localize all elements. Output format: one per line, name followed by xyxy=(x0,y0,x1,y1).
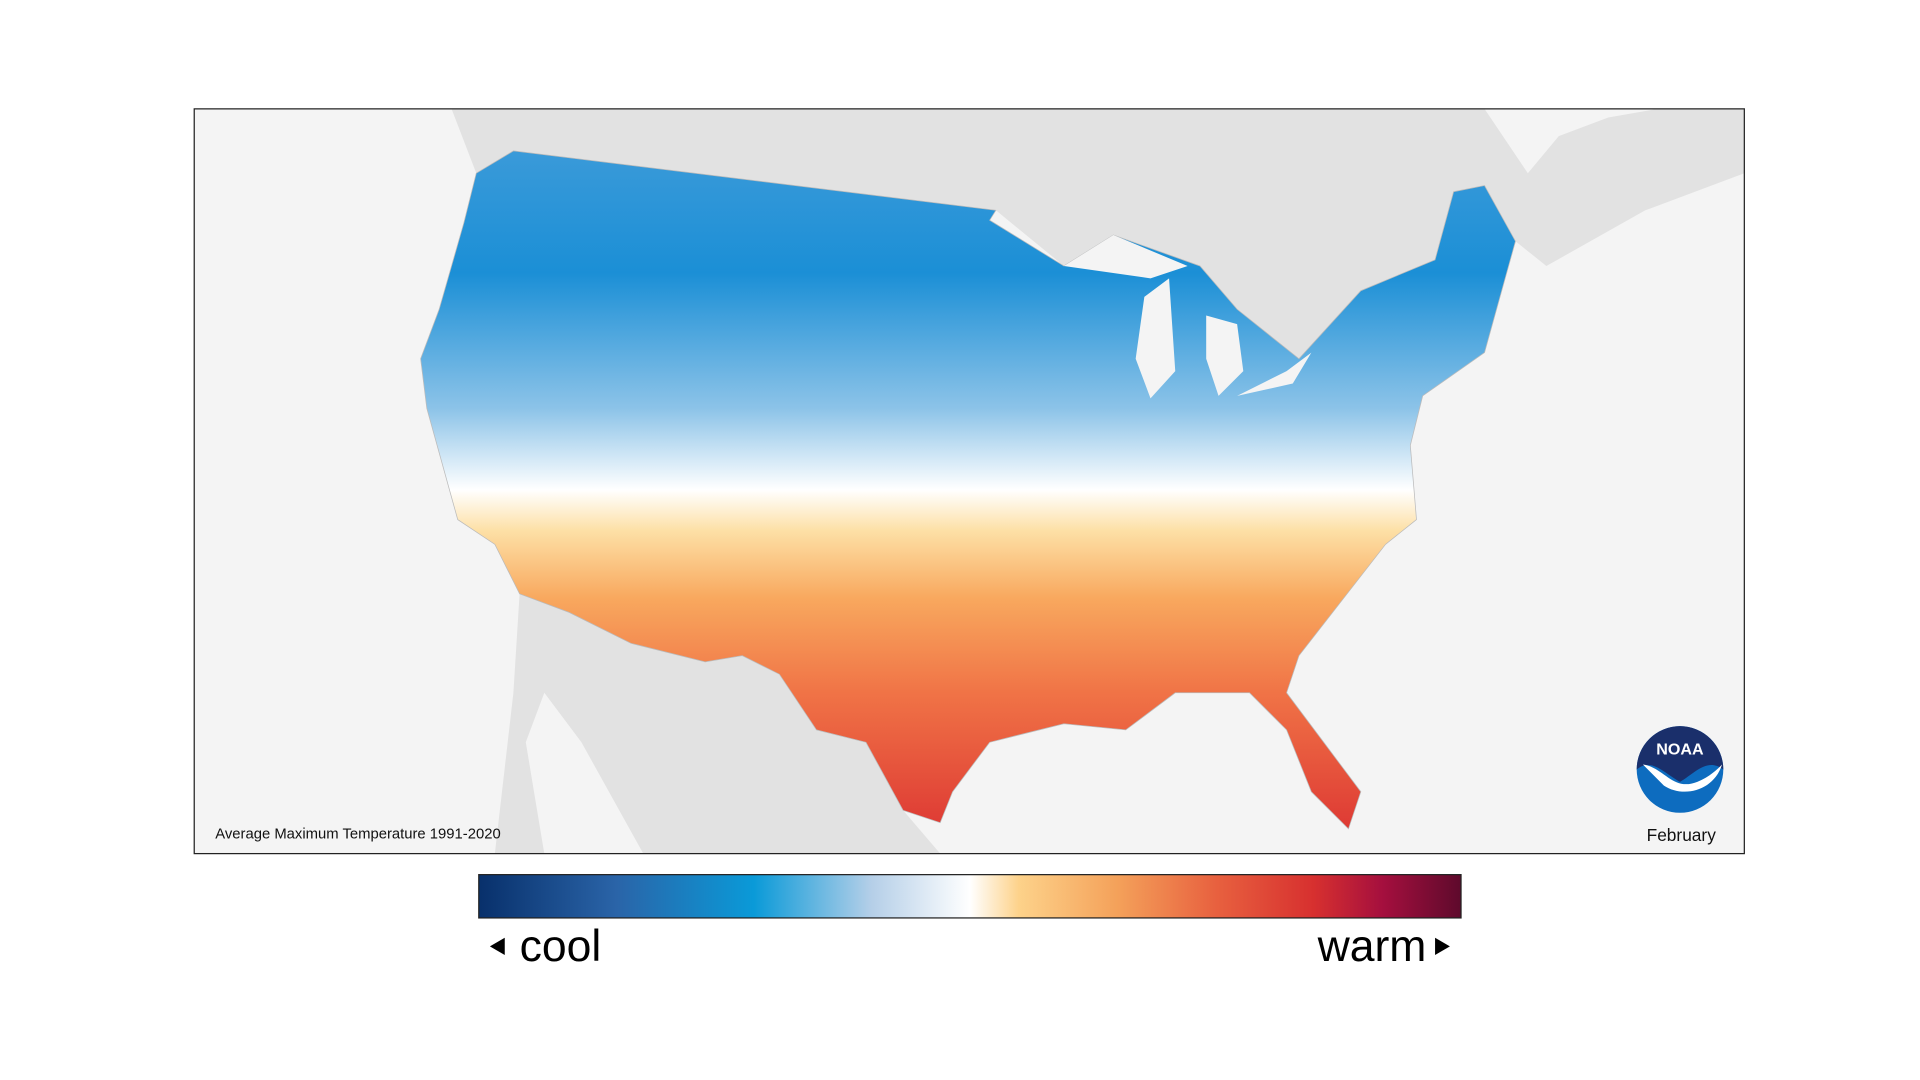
month-label: February xyxy=(1647,825,1717,845)
color-bar xyxy=(478,874,1462,919)
warm-arrow xyxy=(1435,937,1450,956)
legend-high: warm xyxy=(1317,922,1427,971)
cool-arrow xyxy=(489,937,505,956)
conus-temperature xyxy=(420,150,1516,830)
logo-text: NOAA xyxy=(1656,741,1704,759)
legend-low: cool xyxy=(520,922,602,971)
mexico-land xyxy=(494,544,941,854)
map-frame xyxy=(193,108,1745,855)
canada-land xyxy=(451,108,1745,359)
great-lakes xyxy=(1063,235,1312,399)
noaa-logo: NOAA xyxy=(1636,726,1724,813)
logo-top xyxy=(1636,726,1724,782)
map-caption: Average Maximum Temperature 1991-2020 xyxy=(215,827,500,843)
logo-bird xyxy=(1642,764,1723,792)
basemap xyxy=(420,108,1745,854)
